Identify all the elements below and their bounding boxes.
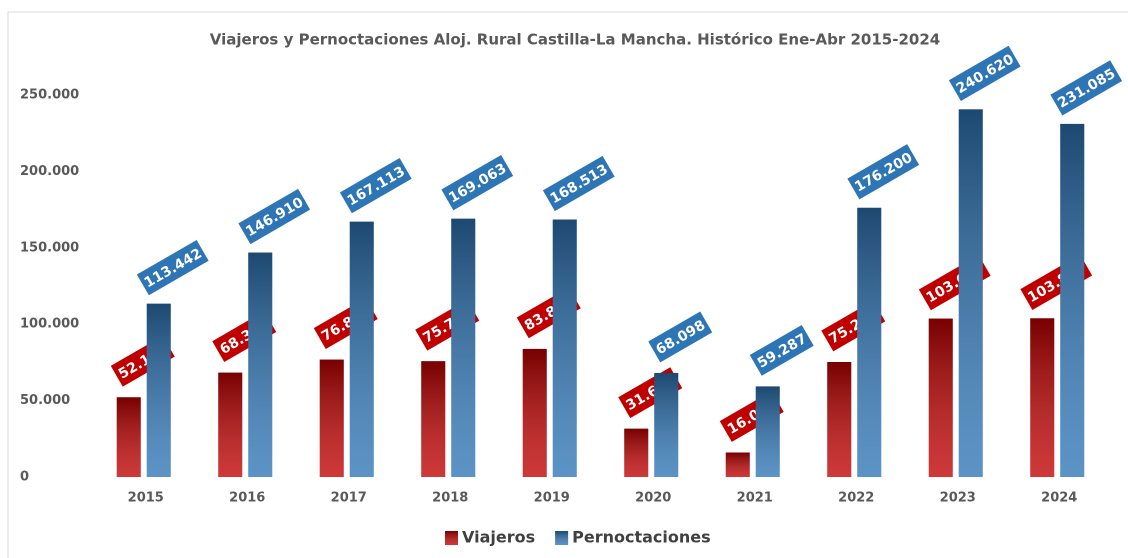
bar-shade xyxy=(755,386,780,477)
value-label: 176.200 xyxy=(847,144,920,200)
y-tick-label: 200.000 xyxy=(20,164,79,179)
chart-title: Viajeros y Pernoctaciones Aloj. Rural Ca… xyxy=(210,31,940,49)
bar-shade xyxy=(421,361,446,477)
bar-shade xyxy=(928,318,953,477)
y-tick-label: 150.000 xyxy=(20,240,79,255)
value-label-box xyxy=(136,240,209,296)
bar-shade xyxy=(218,372,243,477)
legend-swatch-shade xyxy=(555,531,569,545)
bar-shade xyxy=(624,428,649,477)
y-tick-label: 250.000 xyxy=(20,88,79,103)
x-tick-label: 2018 xyxy=(432,491,468,506)
bar-shade xyxy=(1060,123,1085,477)
value-label: 68.098 xyxy=(648,311,713,363)
x-tick-label: 2019 xyxy=(534,491,570,506)
value-label-box xyxy=(441,155,514,211)
value-label-box xyxy=(847,144,920,200)
bar-shade xyxy=(319,359,344,477)
bar-shade xyxy=(1030,318,1055,477)
value-label-box xyxy=(749,325,814,376)
x-tick-label: 2023 xyxy=(940,491,976,506)
bar-shade xyxy=(725,452,750,477)
value-label: 146.910 xyxy=(238,188,311,245)
value-label: 169.063 xyxy=(441,155,514,211)
bar-shade xyxy=(857,207,882,477)
value-label: 168.513 xyxy=(542,155,615,212)
y-tick-label: 100.000 xyxy=(20,317,79,332)
value-label: 231.085 xyxy=(1050,60,1123,116)
value-label-box xyxy=(339,158,412,214)
bar-shade xyxy=(654,372,679,477)
value-label: 59.287 xyxy=(749,325,814,376)
value-label-box xyxy=(648,311,713,363)
x-tick-label: 2020 xyxy=(635,491,671,506)
value-label-box xyxy=(948,45,1021,101)
value-label-box xyxy=(542,155,615,212)
bar-shade xyxy=(116,397,141,477)
value-label: 240.620 xyxy=(948,45,1021,101)
bar-shade xyxy=(958,109,983,477)
x-tick-label: 2015 xyxy=(128,491,164,506)
legend-label: Viajeros xyxy=(462,528,535,547)
x-tick-label: 2024 xyxy=(1041,491,1077,506)
legend-label: Pernoctaciones xyxy=(572,528,711,547)
legend-swatch-shade xyxy=(445,531,458,545)
x-tick-label: 2016 xyxy=(229,491,265,506)
bar-shade xyxy=(451,218,476,477)
bar-shade xyxy=(248,252,273,477)
value-label-box xyxy=(238,188,311,245)
x-tick-label: 2021 xyxy=(737,491,773,506)
x-tick-label: 2022 xyxy=(838,491,874,506)
bar-shade xyxy=(827,361,852,477)
value-label: 167.113 xyxy=(339,158,412,214)
bar-shade xyxy=(146,303,171,477)
y-tick-label: 50.000 xyxy=(20,393,70,408)
x-tick-label: 2017 xyxy=(331,491,367,506)
bar-shade xyxy=(552,219,577,477)
bar-shade xyxy=(349,221,374,477)
bar-shade xyxy=(522,348,547,477)
value-label: 113.442 xyxy=(136,240,209,296)
chart-frame xyxy=(7,11,1128,558)
value-label-box xyxy=(1050,60,1123,116)
y-tick-label: 0 xyxy=(20,470,29,485)
